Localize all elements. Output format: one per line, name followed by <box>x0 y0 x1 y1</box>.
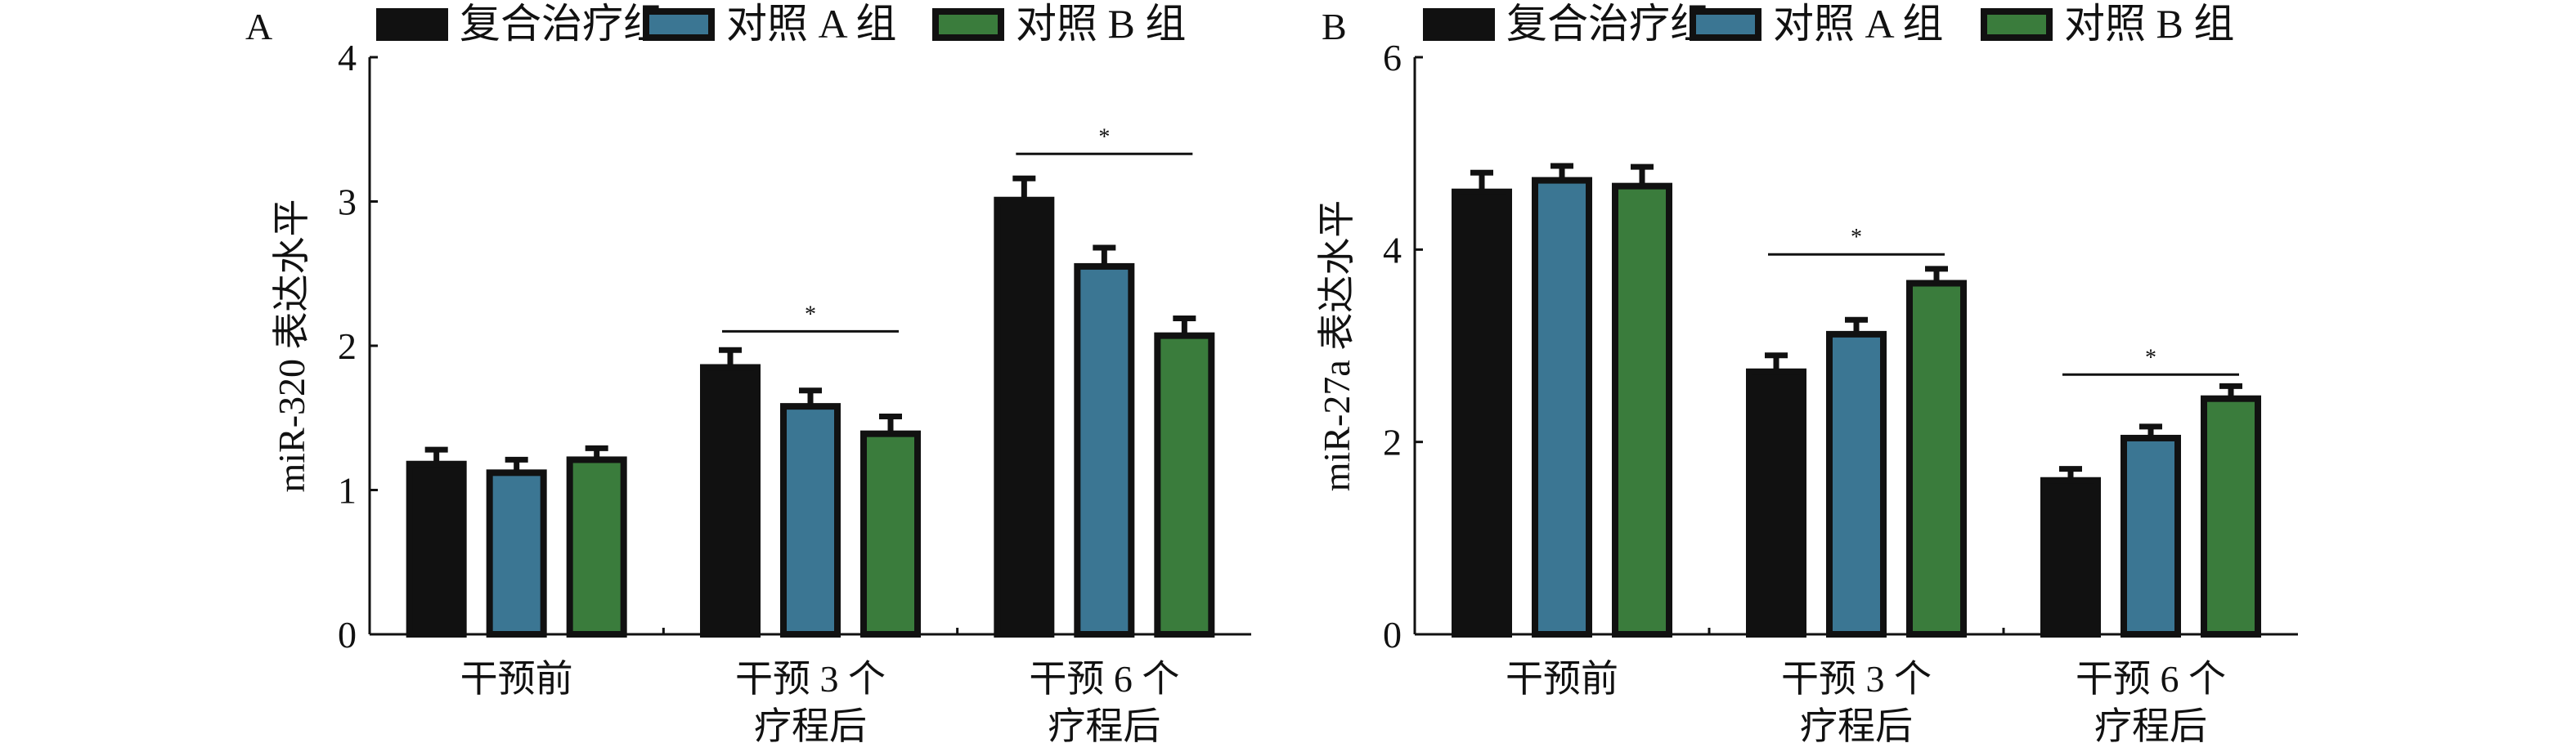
legend-label: 对照 B 组 <box>1016 1 1186 47</box>
y-tick-label: 2 <box>338 325 357 367</box>
bar <box>1826 330 1887 638</box>
legend-swatch <box>376 8 448 41</box>
bar <box>1074 262 1135 638</box>
bar <box>406 460 467 638</box>
panel-label: B <box>1322 6 1347 47</box>
legend-swatch <box>1690 8 1761 41</box>
significance-marker: * <box>1851 225 1862 250</box>
legend-label: 对照 A 组 <box>726 1 896 47</box>
bar <box>566 456 627 638</box>
significance-marker: * <box>2145 345 2156 370</box>
legend-swatch <box>1981 8 2053 41</box>
y-tick-label: 0 <box>1383 614 1402 656</box>
bar <box>700 364 761 638</box>
legend-label: 对照 B 组 <box>2064 1 2234 47</box>
legend-swatch <box>643 8 715 41</box>
y-tick-label: 3 <box>338 181 357 223</box>
bar <box>2201 395 2261 638</box>
bar <box>1154 332 1215 638</box>
bar <box>2040 477 2101 638</box>
y-axis-label: miR-320 表达水平 <box>271 199 312 492</box>
x-category-label: 干预 6 个 <box>2076 658 2226 700</box>
x-category-label: 干预 6 个 <box>1029 658 1179 700</box>
legend-swatch <box>932 8 1004 41</box>
y-tick-label: 6 <box>1383 37 1402 78</box>
bar <box>780 403 841 638</box>
y-tick-label: 4 <box>1383 229 1402 271</box>
y-tick-label: 4 <box>338 37 357 78</box>
x-category-label: 干预 3 个 <box>735 658 886 700</box>
legend-label: 复合治疗组 <box>460 1 664 47</box>
x-category-label: 干预前 <box>1506 658 1618 700</box>
legend-swatch <box>1423 8 1495 41</box>
bar <box>1612 182 1672 638</box>
panel-label: A <box>245 6 272 47</box>
x-category-label: 疗程后 <box>1800 705 1913 747</box>
y-axis-label: miR-27a 表达水平 <box>1316 200 1358 491</box>
bar <box>1746 368 1806 638</box>
y-tick-label: 1 <box>338 470 357 512</box>
y-tick-label: 0 <box>338 614 357 656</box>
significance-marker: * <box>805 302 816 327</box>
x-category-label: 干预 3 个 <box>1781 658 1932 700</box>
bar <box>1452 188 1512 638</box>
x-category-label: 疗程后 <box>2094 705 2207 747</box>
bar <box>1906 280 1967 638</box>
bar <box>1532 177 1592 638</box>
bar <box>994 196 1055 638</box>
bar <box>860 430 921 638</box>
bar <box>486 469 547 638</box>
bar <box>2120 434 2181 638</box>
legend-label: 复合治疗组 <box>1506 1 1711 47</box>
x-category-label: 疗程后 <box>754 705 867 747</box>
x-category-label: 疗程后 <box>1048 705 1160 747</box>
significance-marker: * <box>1098 124 1110 150</box>
y-tick-label: 2 <box>1383 422 1402 463</box>
x-category-label: 干预前 <box>460 658 573 700</box>
legend-label: 对照 A 组 <box>1773 1 1943 47</box>
